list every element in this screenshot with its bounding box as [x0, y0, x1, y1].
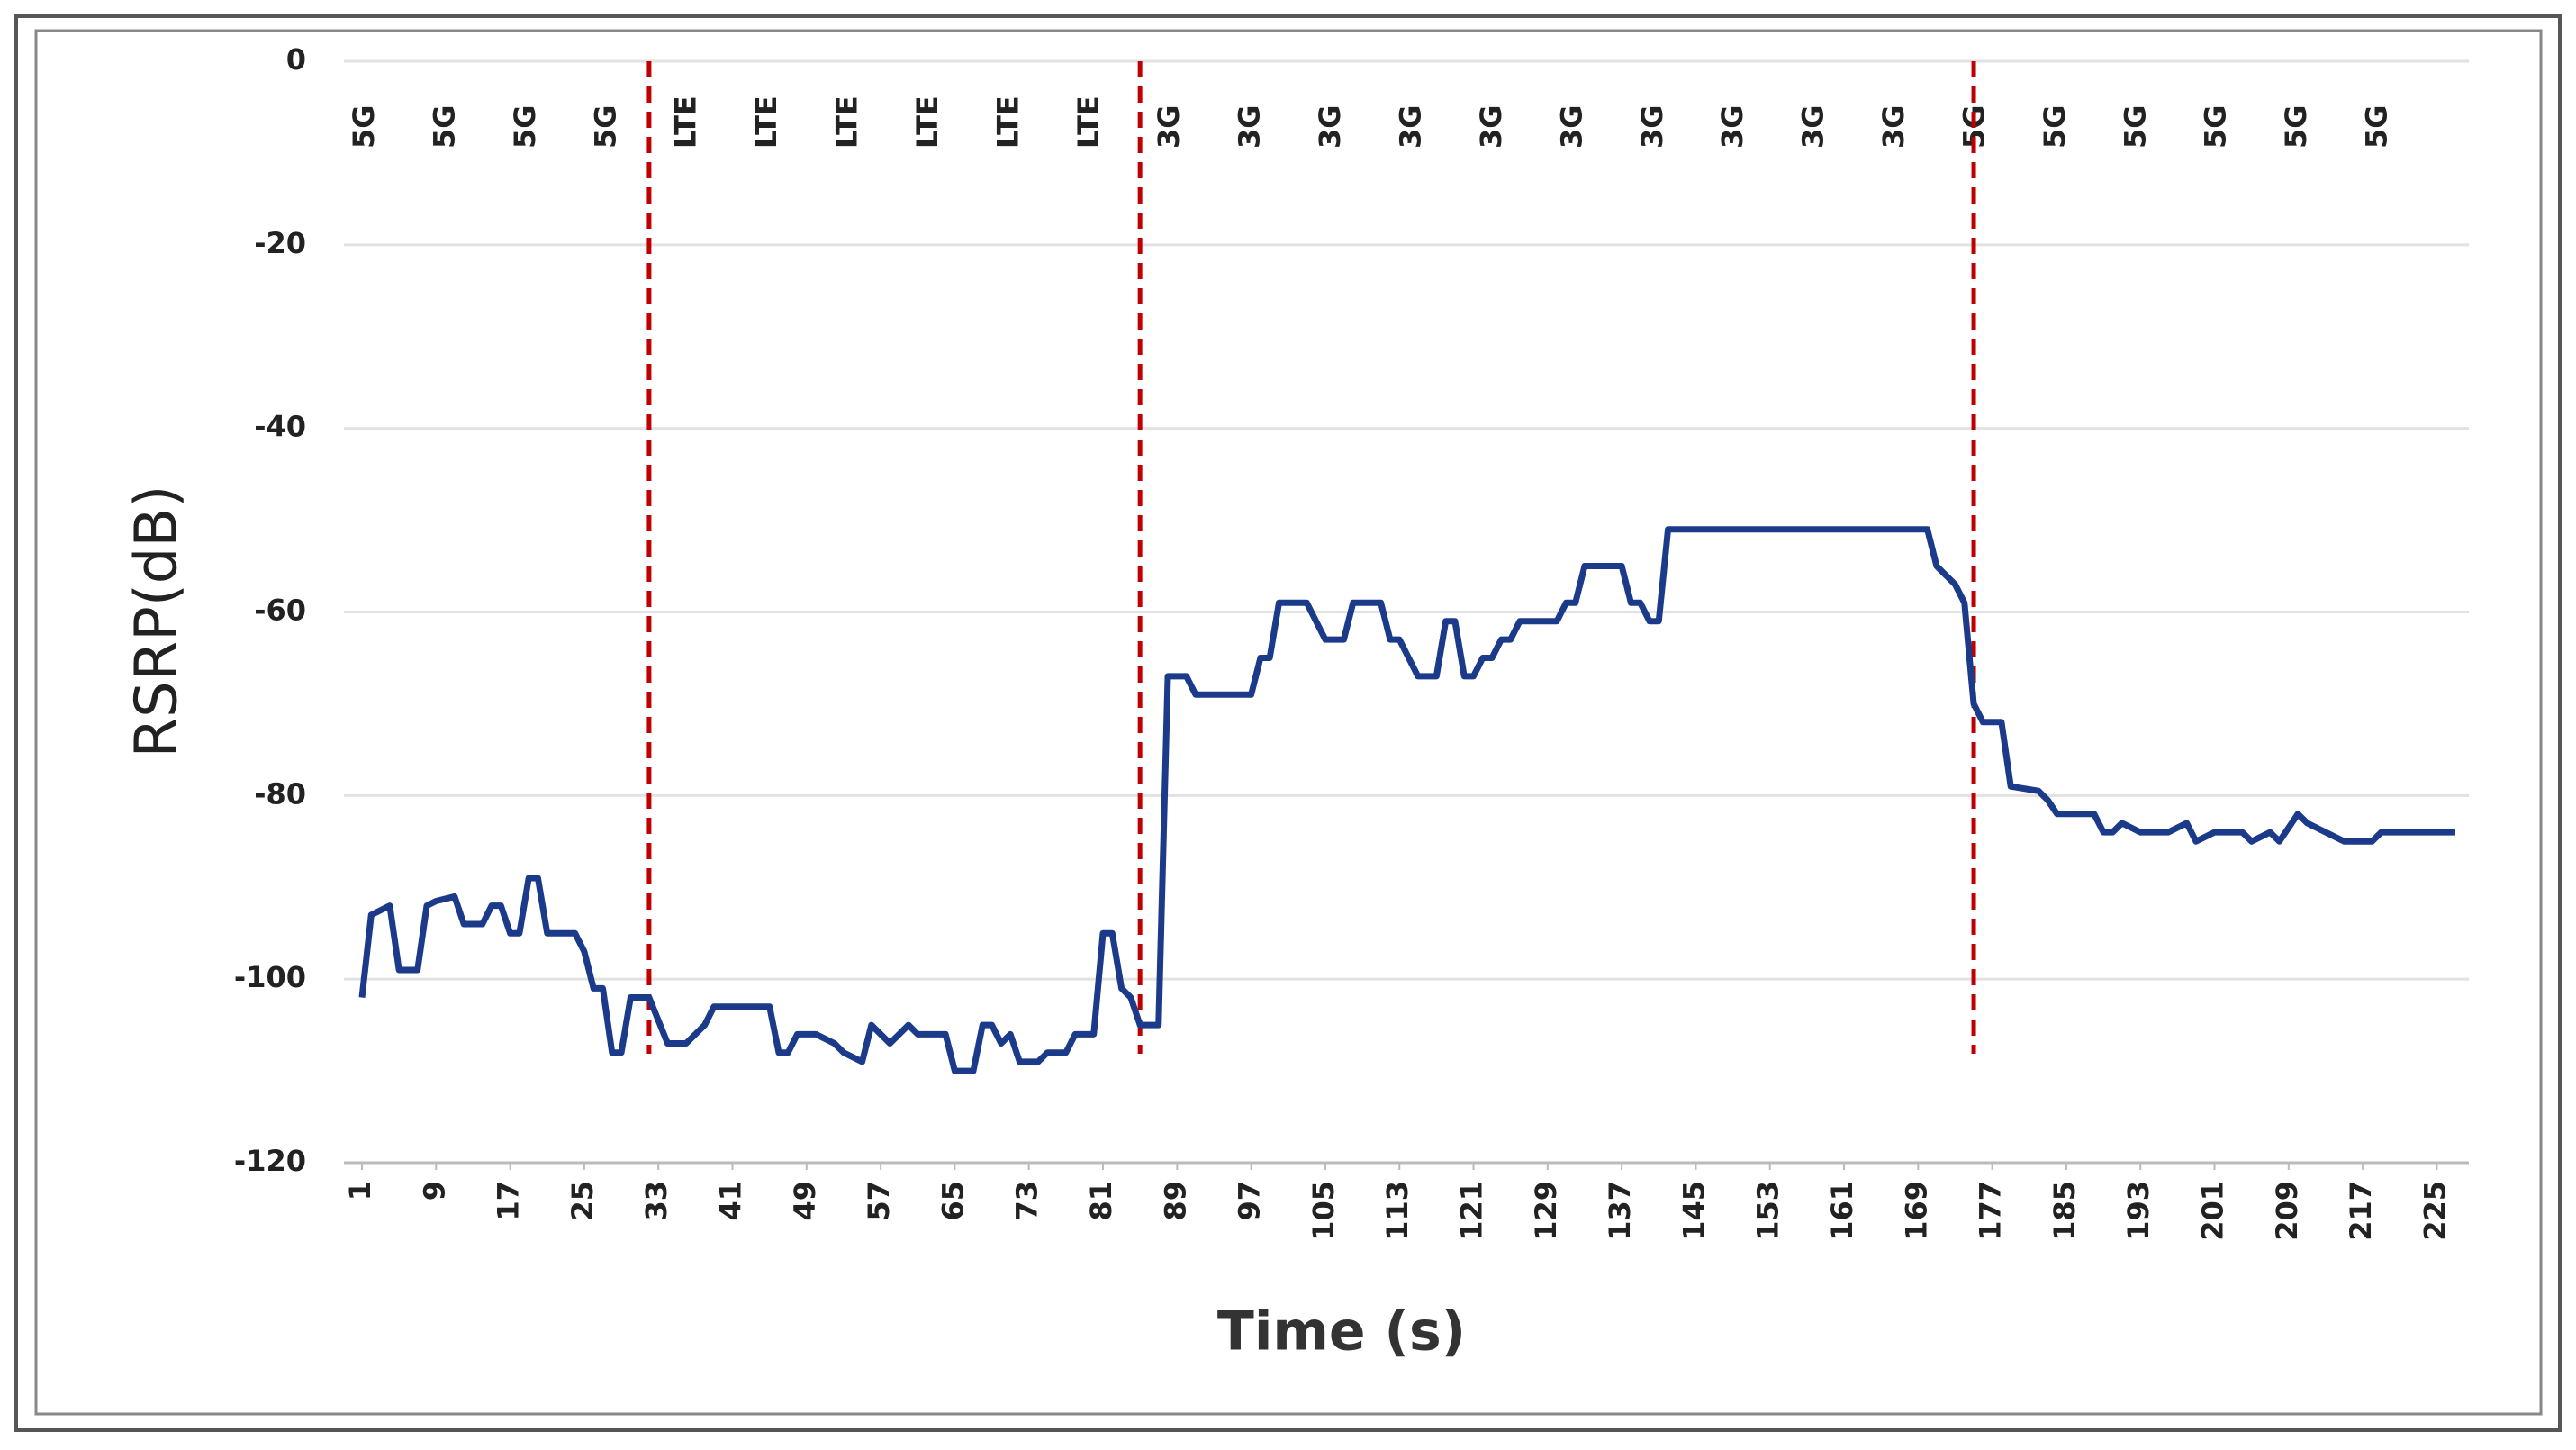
x-tick-label: 57 — [862, 1181, 896, 1221]
x-axis-label: Time (s) — [1217, 1300, 1466, 1364]
y-tick-label: -80 — [254, 776, 306, 811]
network-label: LTE — [749, 95, 783, 149]
network-label: 5G — [347, 104, 381, 149]
network-label: 3G — [1474, 104, 1508, 149]
network-label: 3G — [1152, 104, 1186, 149]
x-tick-label: 193 — [2121, 1181, 2156, 1241]
x-tick-label: 169 — [1899, 1181, 1933, 1241]
x-tick-label: 145 — [1677, 1181, 1711, 1241]
network-label: LTE — [990, 95, 1025, 149]
network-label: 5G — [2118, 104, 2152, 149]
y-tick-label: -60 — [254, 594, 306, 628]
network-label: 3G — [1313, 104, 1347, 149]
network-label: 3G — [1554, 104, 1588, 149]
network-label: 3G — [1635, 104, 1669, 149]
x-tick-label: 41 — [714, 1181, 748, 1221]
outer-frame — [14, 14, 2562, 1432]
x-tick-label: 33 — [639, 1181, 673, 1221]
network-label: 3G — [1876, 104, 1911, 149]
network-label: 5G — [588, 104, 622, 149]
y-tick-label: -100 — [234, 960, 306, 994]
x-tick-label: 25 — [565, 1181, 600, 1221]
x-tick-label: 73 — [1010, 1181, 1044, 1221]
network-label: 3G — [1233, 104, 1267, 149]
x-tick-label: 121 — [1455, 1181, 1489, 1241]
x-tick-label: 9 — [417, 1181, 451, 1201]
x-tick-label: 129 — [1529, 1181, 1563, 1241]
network-label: 3G — [1715, 104, 1749, 149]
network-label: LTE — [669, 95, 703, 149]
x-tick-label: 17 — [492, 1181, 526, 1221]
network-label: 5G — [2279, 104, 2313, 149]
network-label: 5G — [427, 104, 461, 149]
x-tick-label: 97 — [1233, 1181, 1267, 1221]
network-label: LTE — [1071, 95, 1106, 149]
x-tick-label: 137 — [1603, 1181, 1637, 1241]
x-tick-label: 1 — [343, 1181, 377, 1201]
x-tick-label: 225 — [2418, 1181, 2452, 1241]
network-label: 5G — [2360, 104, 2394, 149]
inner-frame — [34, 29, 2543, 1416]
network-label: 3G — [1796, 104, 1830, 149]
x-tick-label: 113 — [1380, 1181, 1415, 1241]
y-axis-label: RSRP(dB) — [124, 485, 191, 758]
x-tick-label: 201 — [2196, 1181, 2230, 1241]
x-tick-label: 209 — [2270, 1181, 2304, 1241]
network-label: 3G — [1394, 104, 1428, 149]
network-label: 5G — [508, 104, 542, 149]
x-tick-label: 49 — [788, 1181, 822, 1221]
data-line — [358, 526, 2455, 1074]
x-tick-label: 65 — [935, 1181, 970, 1221]
network-label: LTE — [830, 95, 864, 149]
x-tick-label: 105 — [1306, 1181, 1341, 1241]
x-tick-label: 177 — [1974, 1181, 2008, 1241]
network-label: 5G — [2038, 104, 2072, 149]
network-label: 5G — [2199, 104, 2233, 149]
x-tick-label: 161 — [1825, 1181, 1859, 1241]
x-tick-label: 153 — [1751, 1181, 1785, 1241]
x-tick-label: 185 — [2047, 1181, 2082, 1241]
y-tick-label: -20 — [254, 226, 306, 260]
x-tick-label: 81 — [1084, 1181, 1118, 1221]
x-tick-label: 89 — [1158, 1181, 1192, 1221]
y-tick-label: 0 — [286, 42, 306, 77]
network-label: LTE — [910, 95, 945, 149]
y-tick-label: -40 — [254, 410, 306, 444]
x-tick-label: 217 — [2344, 1181, 2378, 1241]
y-tick-label: -120 — [234, 1144, 306, 1178]
